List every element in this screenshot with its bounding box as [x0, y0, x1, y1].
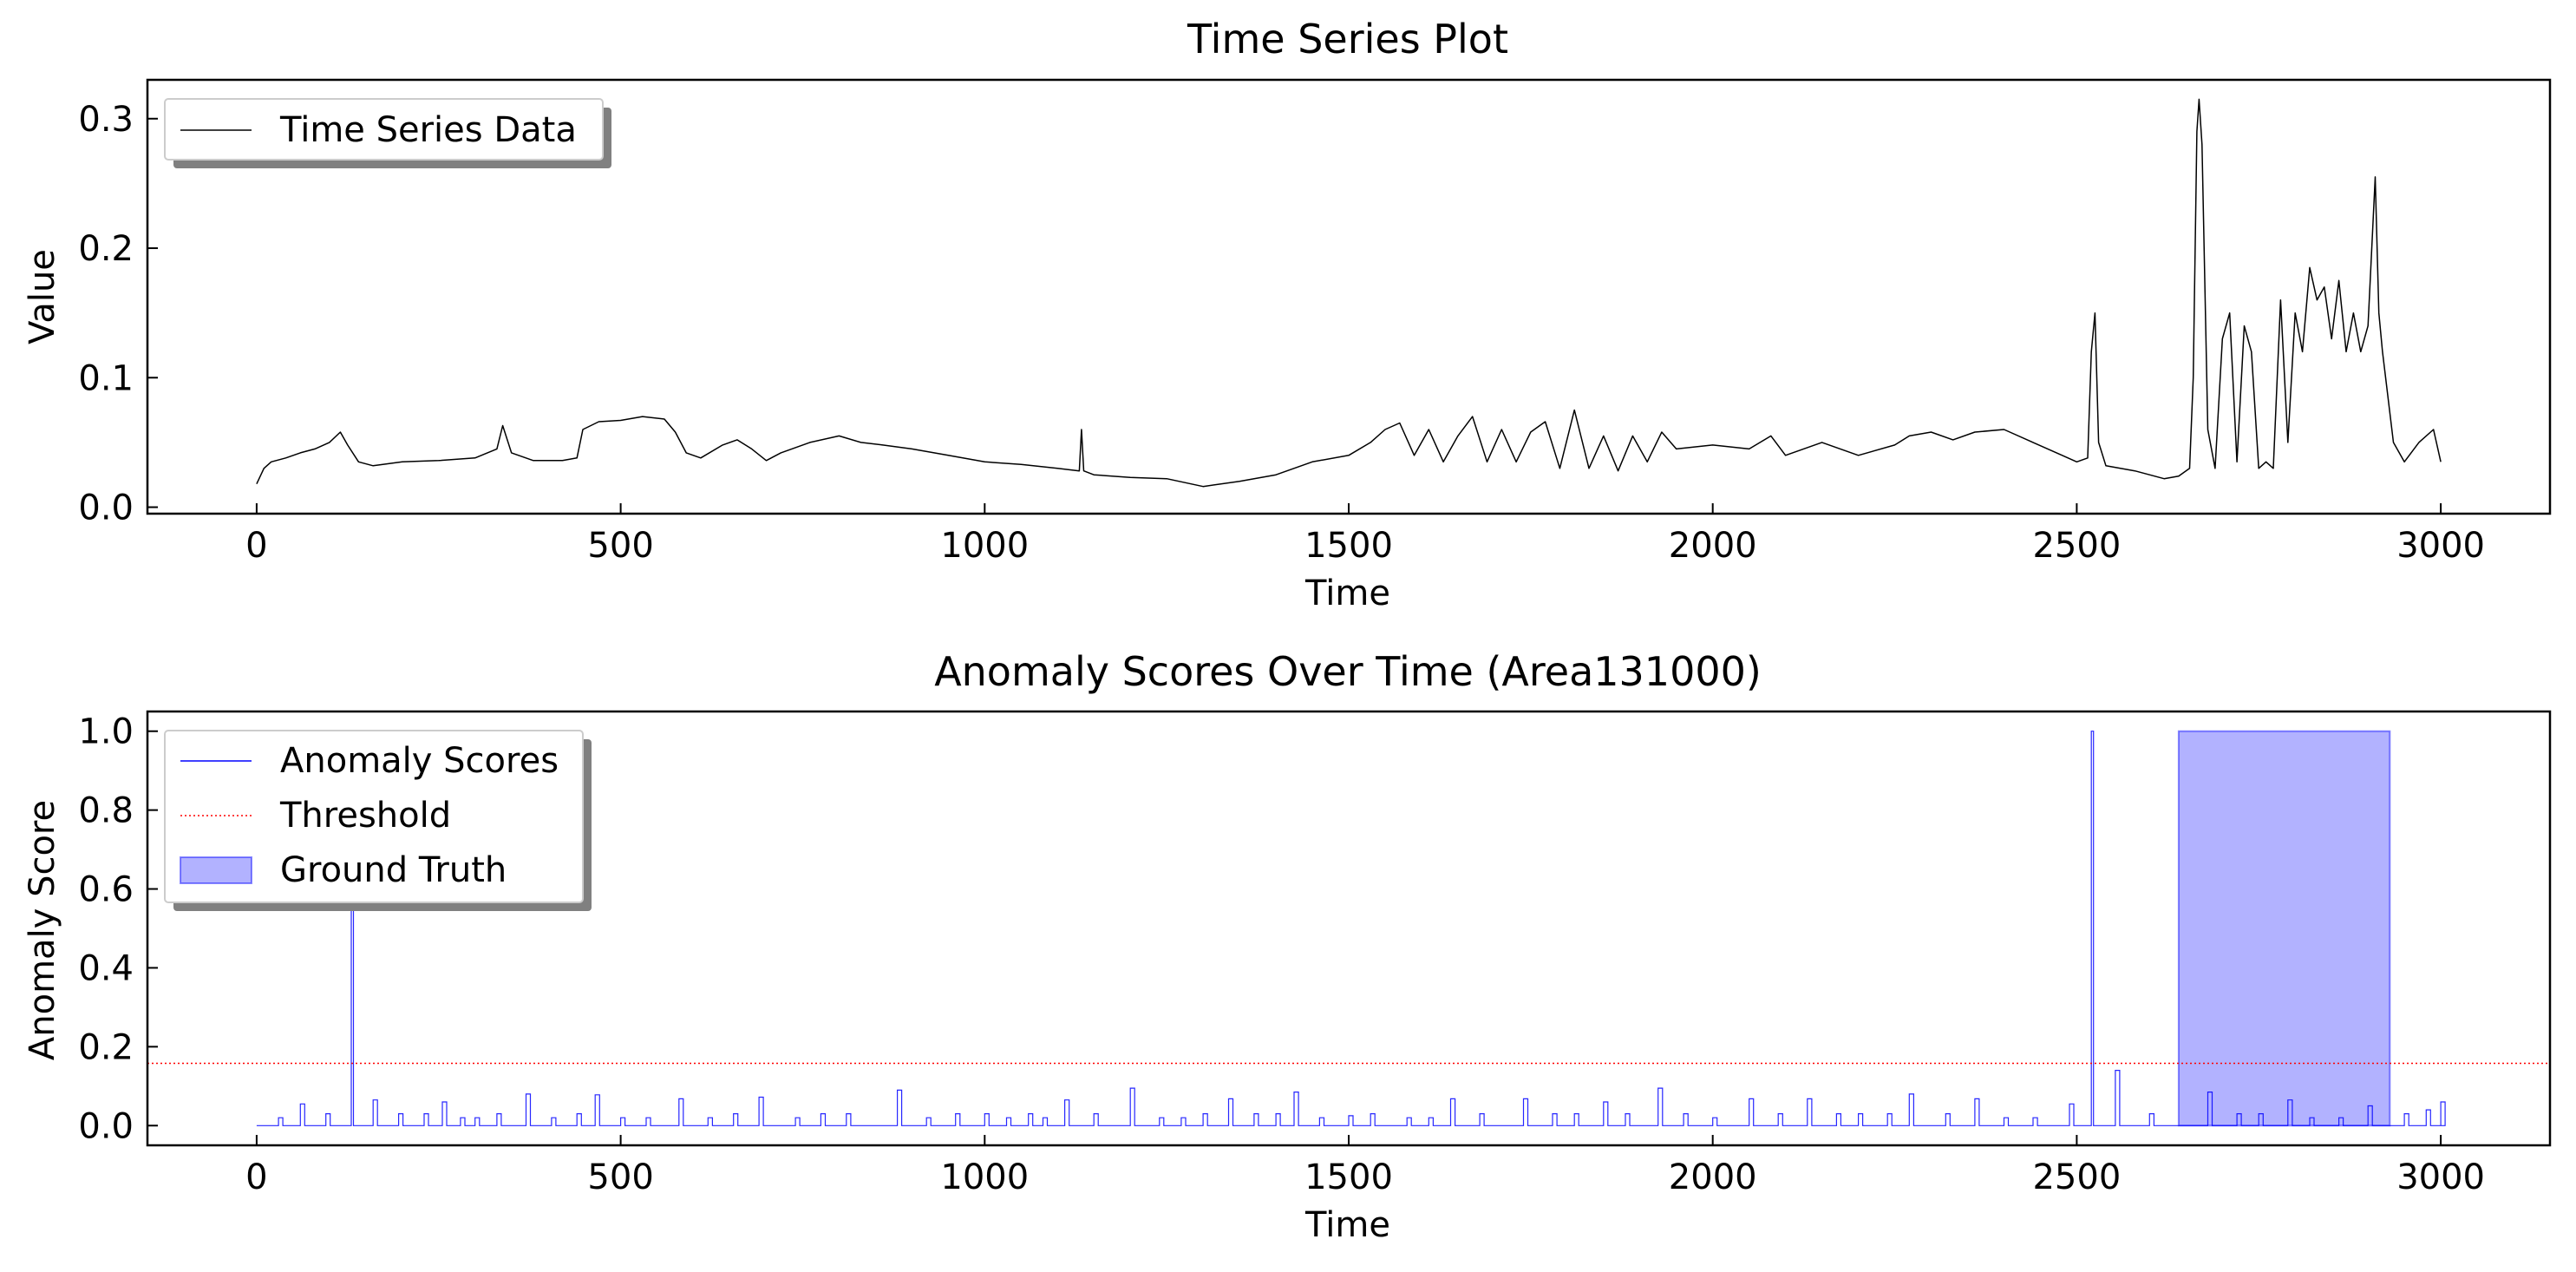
x-tick-label: 1500 — [1304, 1157, 1393, 1197]
anomaly-score-chart: Anomaly Scores Over Time (Area131000) 0 5… — [23, 648, 2552, 1245]
plot-area — [256, 98, 2442, 488]
time-series-chart: Time Series Plot 0 500 1000 1500 2000 2500 300… — [23, 16, 2552, 613]
x-tick-label: 0 — [245, 526, 267, 566]
y-tick-label: 0.6 — [78, 870, 134, 910]
time-series-line — [256, 98, 2442, 488]
y-axis-ticks: 0.0 0.1 0.2 0.3 — [78, 100, 158, 528]
axes-frame — [146, 710, 2552, 1147]
x-tick-label: 2000 — [1669, 526, 1757, 566]
chart-title: Anomaly Scores Over Time (Area131000) — [934, 648, 1762, 695]
y-tick-label: 0.3 — [78, 100, 134, 140]
legend: Anomaly Scores Threshold Ground Truth — [164, 730, 592, 911]
x-tick-label: 2500 — [2032, 526, 2121, 566]
anomaly-score-line — [256, 731, 2446, 1126]
x-axis-ticks: 0 500 1000 1500 2000 2500 3000 — [245, 1135, 2485, 1197]
y-tick-label: 0.0 — [78, 488, 134, 528]
legend-box — [164, 730, 584, 903]
y-tick-label: 0.4 — [78, 948, 134, 988]
x-tick-label: 2500 — [2032, 1157, 2121, 1197]
y-tick-label: 0.8 — [78, 791, 134, 831]
x-axis-label: Time — [1304, 574, 1390, 613]
y-tick-label: 0.1 — [78, 358, 134, 398]
x-tick-label: 500 — [587, 1157, 653, 1197]
x-tick-label: 500 — [587, 526, 653, 566]
x-tick-label: 0 — [245, 1157, 267, 1197]
legend-label-anomaly-scores: Anomaly Scores — [280, 741, 559, 781]
x-tick-label: 1000 — [940, 526, 1029, 566]
y-axis-label: Anomaly Score — [23, 800, 62, 1060]
axes-frame — [146, 78, 2552, 515]
legend-label-ground-truth: Ground Truth — [280, 850, 507, 890]
chart-title: Time Series Plot — [1187, 16, 1508, 62]
x-axis-ticks: 0 500 1000 1500 2000 2500 3000 — [245, 503, 2485, 566]
y-tick-label: 0.2 — [78, 1027, 134, 1067]
ground-truth-region — [2177, 730, 2391, 1127]
y-axis-ticks: 0.0 0.2 0.4 0.6 0.8 1.0 — [78, 712, 158, 1146]
legend: Time Series Data — [164, 98, 611, 168]
x-tick-label: 3000 — [2396, 526, 2485, 566]
y-tick-label: 0.0 — [78, 1106, 134, 1146]
y-axis-label: Value — [23, 249, 62, 344]
legend-swatch-ground-truth — [180, 856, 252, 884]
x-axis-label: Time — [1304, 1205, 1390, 1245]
legend-box — [164, 98, 604, 161]
x-tick-label: 2000 — [1669, 1157, 1757, 1197]
x-tick-label: 3000 — [2396, 1157, 2485, 1197]
y-tick-label: 1.0 — [78, 712, 134, 752]
legend-label-threshold: Threshold — [279, 796, 451, 836]
x-tick-label: 1500 — [1304, 526, 1393, 566]
plot-area — [147, 730, 2550, 1127]
x-tick-label: 1000 — [940, 1157, 1029, 1197]
y-tick-label: 0.2 — [78, 229, 134, 269]
legend-label: Time Series Data — [279, 110, 577, 150]
